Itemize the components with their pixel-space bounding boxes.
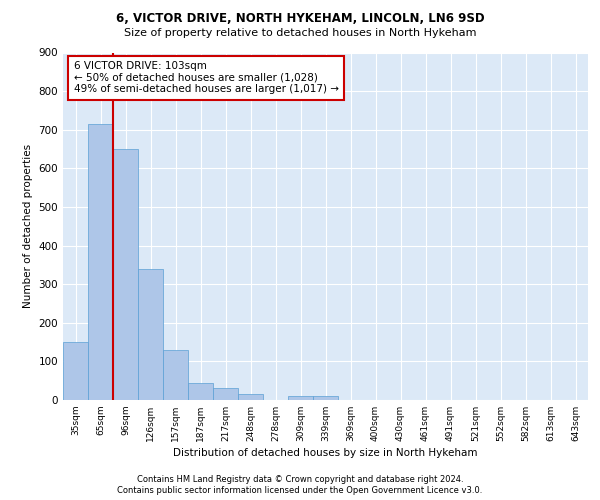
Text: Contains public sector information licensed under the Open Government Licence v3: Contains public sector information licen… — [118, 486, 482, 495]
Bar — [238, 394, 263, 400]
Bar — [213, 388, 238, 400]
Bar — [288, 396, 313, 400]
Bar — [113, 149, 138, 400]
Bar — [163, 350, 188, 400]
Text: Size of property relative to detached houses in North Hykeham: Size of property relative to detached ho… — [124, 28, 476, 38]
Y-axis label: Number of detached properties: Number of detached properties — [23, 144, 33, 308]
Bar — [63, 342, 88, 400]
Text: Contains HM Land Registry data © Crown copyright and database right 2024.: Contains HM Land Registry data © Crown c… — [137, 474, 463, 484]
Bar — [313, 396, 338, 400]
Bar — [88, 124, 113, 400]
X-axis label: Distribution of detached houses by size in North Hykeham: Distribution of detached houses by size … — [173, 448, 478, 458]
Text: 6 VICTOR DRIVE: 103sqm
← 50% of detached houses are smaller (1,028)
49% of semi-: 6 VICTOR DRIVE: 103sqm ← 50% of detached… — [74, 61, 338, 94]
Text: 6, VICTOR DRIVE, NORTH HYKEHAM, LINCOLN, LN6 9SD: 6, VICTOR DRIVE, NORTH HYKEHAM, LINCOLN,… — [116, 12, 484, 26]
Bar — [138, 268, 163, 400]
Bar — [188, 382, 213, 400]
